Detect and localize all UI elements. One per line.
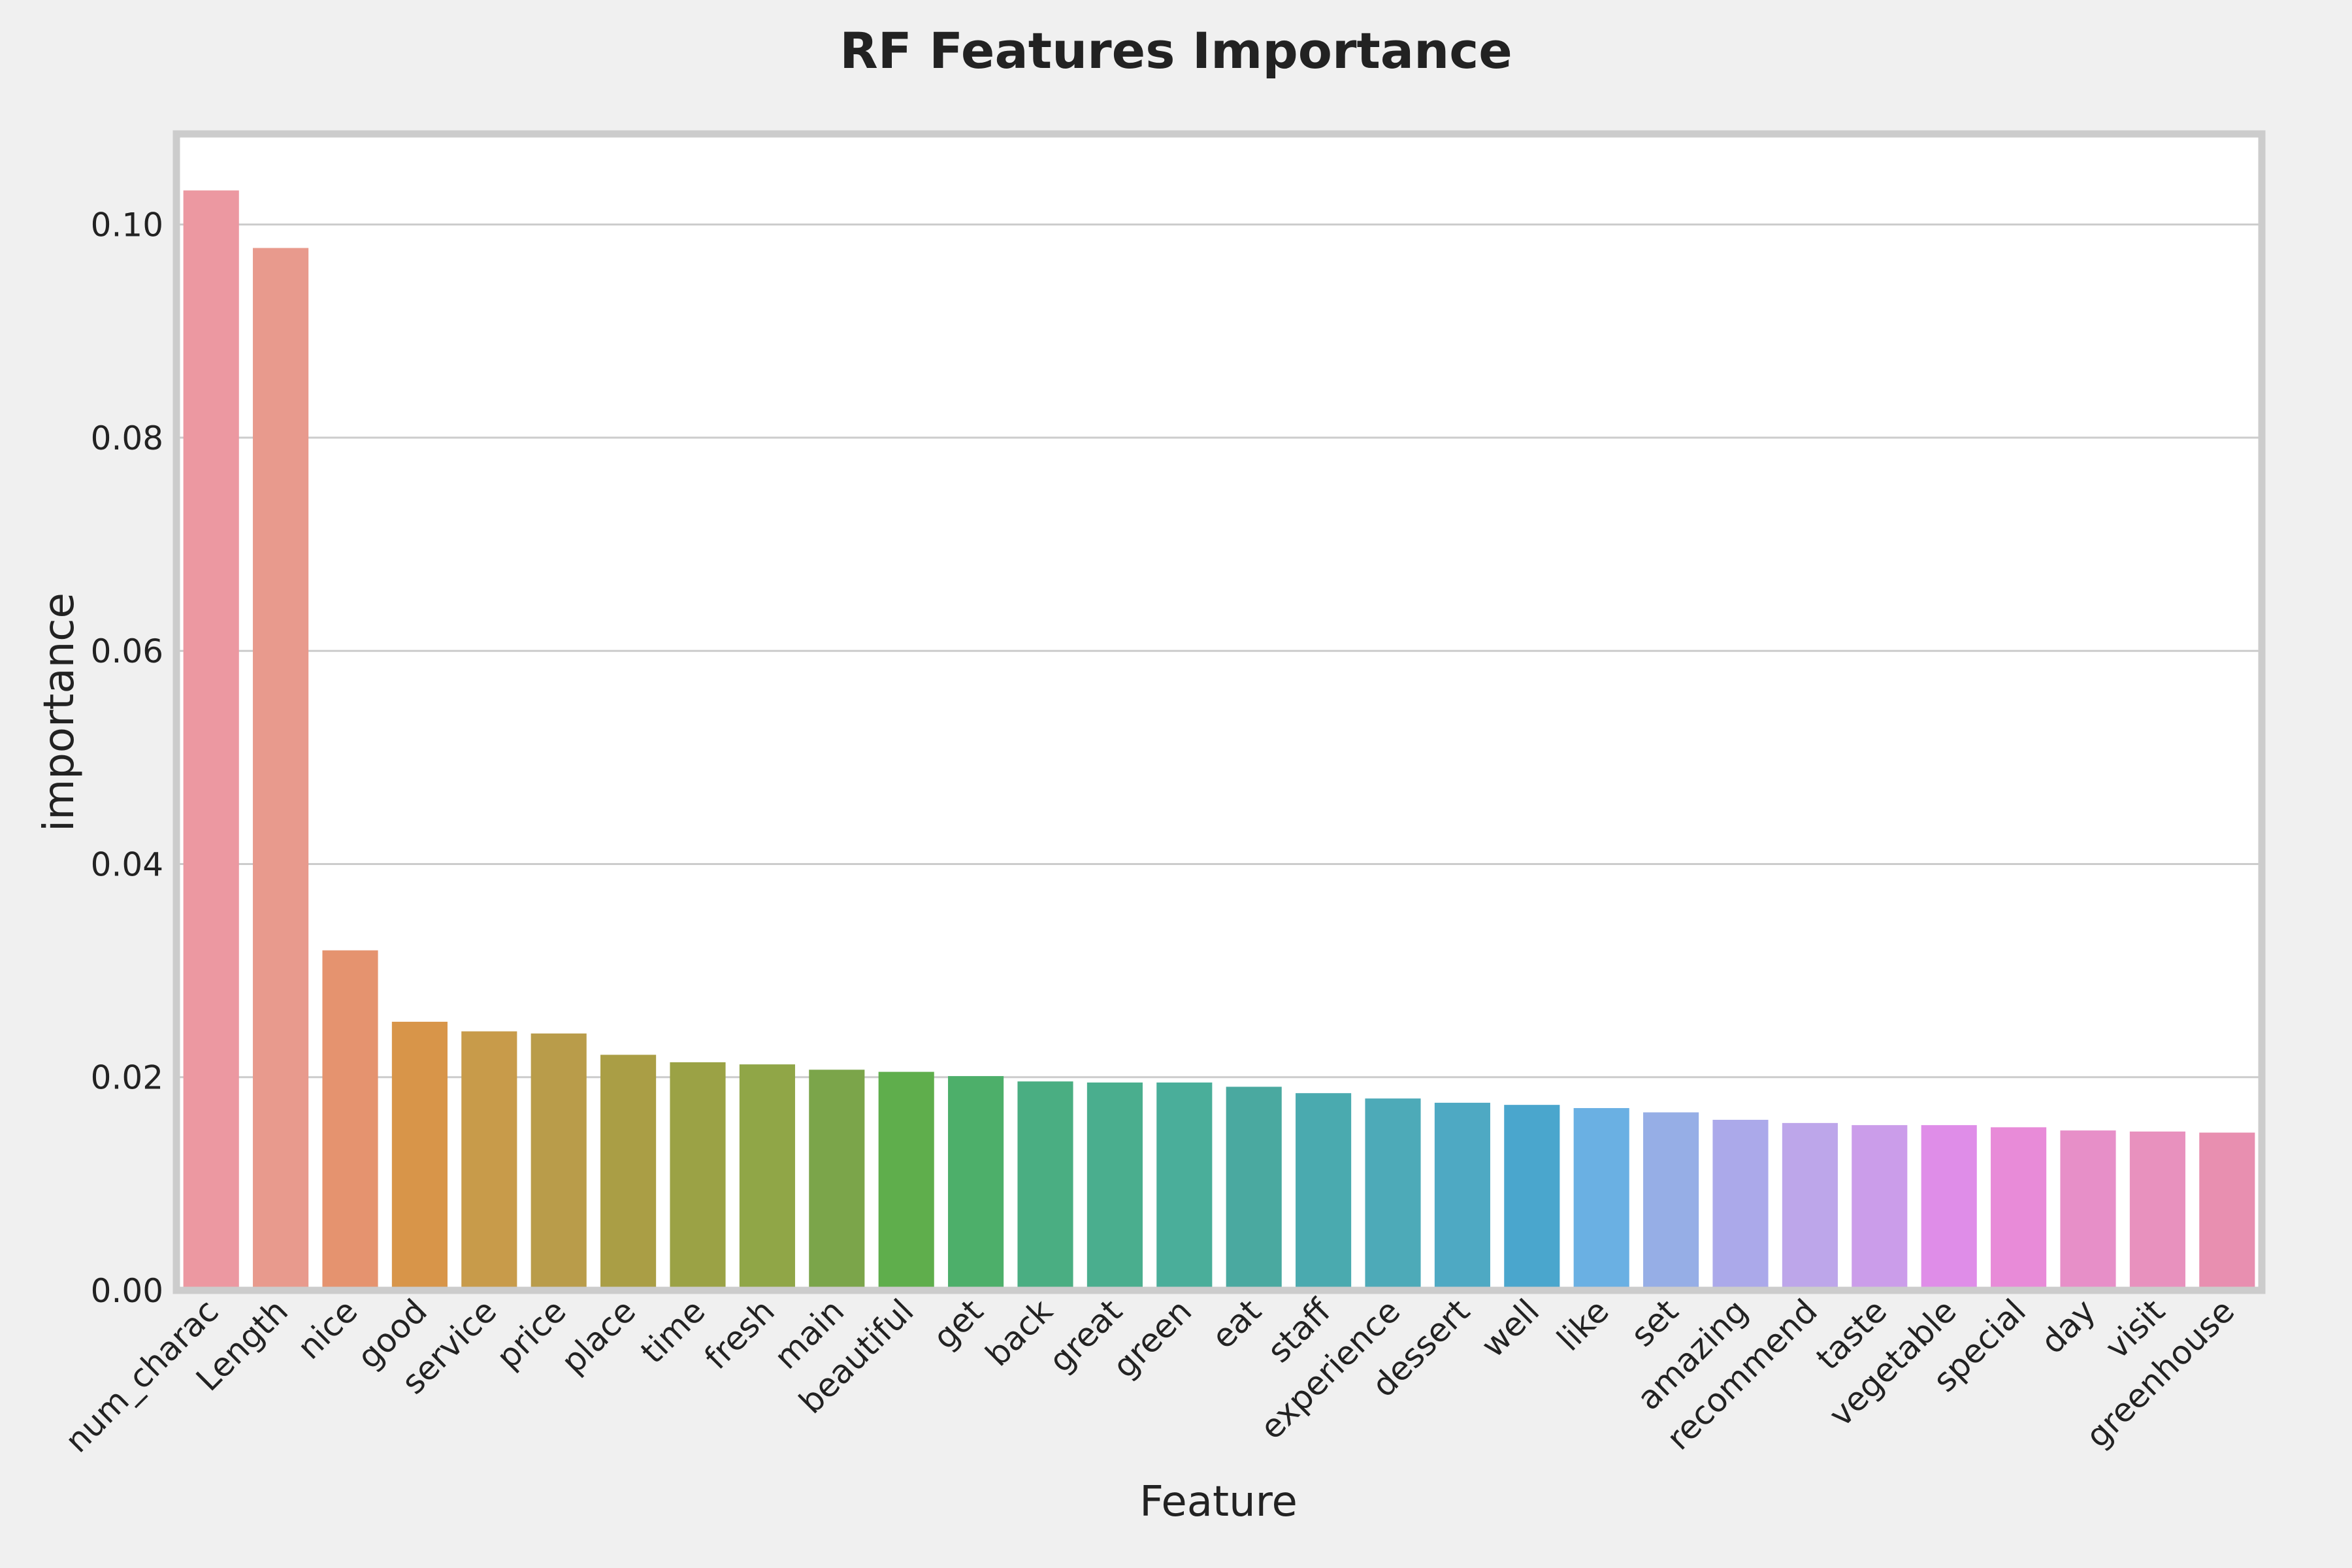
y-tick-label: 0.02 xyxy=(91,1059,163,1097)
bar xyxy=(1226,1086,1282,1290)
y-tick-labels: 0.00 0.02 0.04 0.06 0.08 0.10 xyxy=(91,206,163,1310)
bar xyxy=(2060,1130,2116,1290)
bar xyxy=(1573,1108,1629,1290)
bar xyxy=(531,1033,587,1290)
bar xyxy=(1156,1082,1213,1290)
y-tick-label: 0.08 xyxy=(91,419,163,457)
bars xyxy=(183,190,2255,1291)
y-axis-label: importance xyxy=(35,593,84,832)
y-tick-label: 0.04 xyxy=(91,845,163,883)
bar xyxy=(183,190,239,1290)
bar xyxy=(1991,1127,2047,1290)
y-tick-label: 0.06 xyxy=(91,632,163,670)
bar xyxy=(1782,1122,1838,1290)
bar xyxy=(2199,1132,2255,1290)
bar xyxy=(670,1062,726,1290)
chart-title: RF Features Importance xyxy=(840,22,1512,80)
plot-frame xyxy=(172,130,2266,1294)
bar xyxy=(878,1071,934,1290)
plot-area xyxy=(176,134,2262,1290)
bar xyxy=(322,950,378,1290)
bar xyxy=(739,1064,795,1290)
bar xyxy=(1296,1093,1352,1290)
y-tick-label: 0.10 xyxy=(91,206,163,244)
bar xyxy=(600,1054,657,1290)
bar xyxy=(461,1031,517,1290)
bar xyxy=(1852,1125,1908,1290)
bar xyxy=(1712,1119,1769,1290)
bar xyxy=(1504,1105,1560,1290)
bar xyxy=(1921,1125,1977,1290)
bar xyxy=(948,1076,1004,1290)
bar xyxy=(1434,1102,1490,1290)
bar xyxy=(1086,1082,1143,1290)
bar xyxy=(1365,1098,1421,1290)
x-axis-label: Feature xyxy=(1139,1478,1298,1526)
bar xyxy=(253,248,309,1291)
bar xyxy=(391,1021,448,1290)
bar xyxy=(2129,1131,2185,1290)
bar xyxy=(809,1070,865,1290)
bar xyxy=(1643,1112,1699,1290)
bar xyxy=(1017,1081,1073,1290)
y-tick-label: 0.00 xyxy=(91,1272,163,1310)
